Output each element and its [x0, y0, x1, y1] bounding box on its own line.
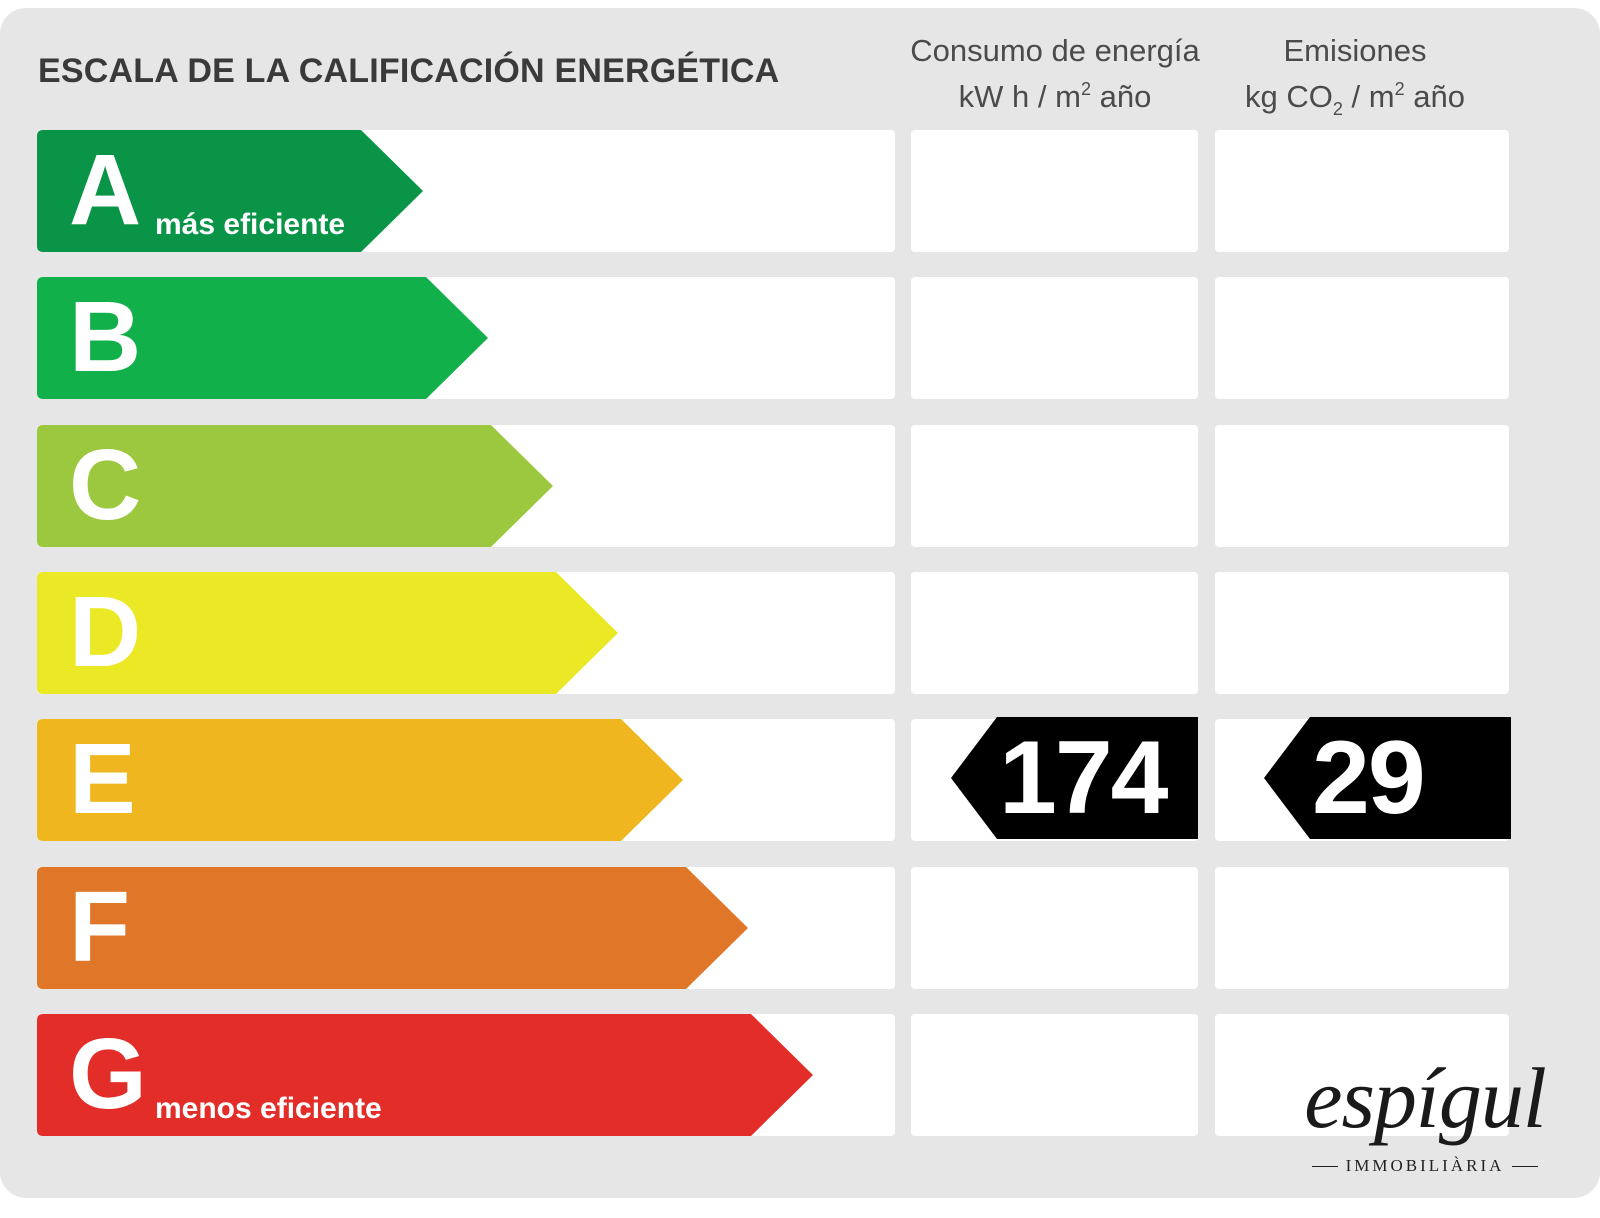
- rating-letter: E: [69, 723, 136, 835]
- logo-tagline: IMMOBILIÀRIA: [1290, 1156, 1560, 1176]
- emisiones-header-label: Emisiones: [1283, 33, 1427, 68]
- consumo-cell: [911, 425, 1198, 547]
- consumo-header-label: Consumo de energía: [910, 33, 1200, 68]
- rating-arrow-shape: [37, 719, 683, 841]
- rating-arrow-fill: [37, 130, 423, 252]
- rating-letter: A: [69, 134, 142, 246]
- emisiones-header-unit: kg CO2 / m2 año: [1245, 79, 1465, 119]
- rating-arrow-f: F: [37, 867, 748, 989]
- rating-arrow-fill: [37, 572, 618, 694]
- consumo-cell: [911, 1014, 1198, 1136]
- rating-letter: G: [69, 1018, 147, 1130]
- emisiones-cell: [1215, 867, 1509, 989]
- rating-label: menos eficiente: [155, 1092, 382, 1125]
- consumo-cell: [911, 277, 1198, 399]
- consumo-column-header: Consumo de energía kW h / m2 año: [900, 28, 1210, 120]
- consumo-cell: [911, 130, 1198, 252]
- emisiones-cell: [1215, 425, 1509, 547]
- value-tag-fill: [1264, 717, 1511, 839]
- page-title: ESCALA DE LA CALIFICACIÓN ENERGÉTICA: [38, 52, 780, 90]
- consumo-cell: [911, 572, 1198, 694]
- espigul-logo: espígul IMMOBILIÀRIA: [1290, 1050, 1560, 1176]
- logo-name: espígul: [1304, 1050, 1546, 1146]
- rating-arrow-c: C: [37, 425, 553, 547]
- consumo-header-unit: kW h / m2 año: [958, 79, 1152, 114]
- value-tag-text: 174: [999, 720, 1169, 836]
- rating-letter: C: [69, 429, 142, 541]
- emisiones-cell: [1215, 130, 1509, 252]
- rating-arrow-fill: [37, 1014, 813, 1136]
- rating-arrow-b: B: [37, 277, 488, 399]
- rating-arrow-d: D: [37, 572, 618, 694]
- consumo-value-tag: 174: [951, 717, 1198, 839]
- rating-arrow-shape: [37, 1014, 813, 1136]
- rating-arrow-shape: [37, 277, 488, 399]
- rating-arrow-shape: [37, 867, 748, 989]
- value-tag-shape: [1264, 717, 1511, 839]
- rating-arrow-shape: [37, 572, 618, 694]
- rating-arrow-fill: [37, 719, 683, 841]
- emisiones-value-tag: 29: [1264, 717, 1511, 839]
- rating-letter: F: [69, 871, 131, 983]
- consumo-cell: [911, 867, 1198, 989]
- rating-arrow-shape: [37, 425, 553, 547]
- rating-arrow-e: E: [37, 719, 683, 841]
- rating-arrow-shape: [37, 130, 423, 252]
- rating-arrow-fill: [37, 425, 553, 547]
- emisiones-cell: [1215, 572, 1509, 694]
- value-tag-shape: [951, 717, 1198, 839]
- rating-arrow-fill: [37, 277, 488, 399]
- rating-letter: B: [69, 281, 142, 393]
- emisiones-column-header: Emisiones kg CO2 / m2 año: [1210, 28, 1500, 120]
- rating-label: más eficiente: [155, 208, 346, 241]
- value-tag-text: 29: [1312, 720, 1426, 836]
- rating-arrow-fill: [37, 867, 748, 989]
- value-tag-fill: [951, 717, 1198, 839]
- emisiones-cell: [1215, 1014, 1509, 1136]
- rating-letter: D: [69, 576, 142, 688]
- emisiones-cell: [1215, 277, 1509, 399]
